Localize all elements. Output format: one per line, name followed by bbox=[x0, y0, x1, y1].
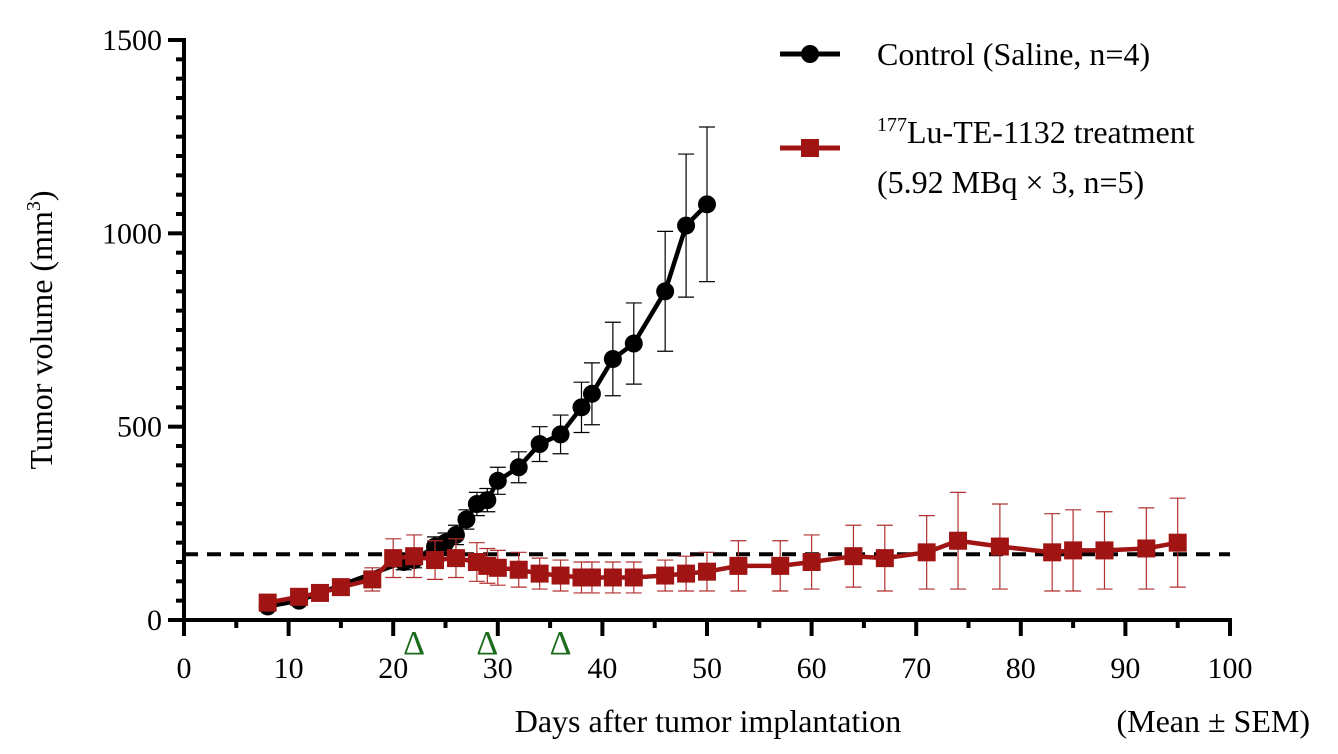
y-tick-label: 0 bbox=[147, 604, 162, 637]
y-tick-label: 1000 bbox=[102, 217, 162, 250]
series-line bbox=[267, 202, 709, 609]
data-point bbox=[530, 564, 549, 583]
legend-label-treatment-line1: 177Lu-TE-1132 treatment bbox=[877, 114, 1195, 150]
data-point bbox=[698, 562, 716, 581]
legend-swatch-marker-control bbox=[801, 45, 819, 63]
data-point bbox=[990, 537, 1009, 556]
data-point bbox=[656, 282, 675, 301]
data-point bbox=[530, 435, 549, 454]
data-point bbox=[844, 547, 863, 566]
x-tick-label: 90 bbox=[1110, 652, 1140, 685]
data-point bbox=[1043, 543, 1062, 562]
legend-swatch-marker-treatment bbox=[801, 139, 819, 157]
legend-label-control: Control (Saline, n=4) bbox=[877, 36, 1150, 72]
data-point bbox=[457, 510, 476, 529]
data-point bbox=[310, 583, 329, 602]
data-point bbox=[1064, 541, 1083, 560]
data-point bbox=[582, 568, 601, 587]
dosing-marker: Δ bbox=[476, 625, 498, 662]
legend: Control (Saline, n=4) 177Lu-TE-1132 trea… bbox=[780, 36, 1195, 200]
data-point bbox=[384, 549, 403, 568]
data-point bbox=[729, 556, 748, 575]
data-point bbox=[677, 564, 696, 583]
x-tick-label: 40 bbox=[587, 652, 617, 685]
data-point bbox=[509, 560, 528, 579]
dosing-marker: Δ bbox=[403, 625, 425, 662]
x-tick-label: 70 bbox=[901, 652, 931, 685]
x-tick-label: 10 bbox=[274, 652, 304, 685]
dosing-marker: Δ bbox=[550, 625, 572, 662]
legend-label-treatment-main: Lu-TE-1132 treatment bbox=[907, 114, 1195, 150]
data-point bbox=[572, 398, 591, 417]
legend-label-treatment-line2: (5.92 MBq × 3, n=5) bbox=[877, 164, 1144, 200]
series-treatment bbox=[258, 491, 1187, 612]
footnote-mean-sem: (Mean ± SEM) bbox=[1116, 703, 1310, 739]
x-tick-label: 20 bbox=[378, 652, 408, 685]
y-axis-title-main: Tumor volume (mm bbox=[23, 211, 59, 470]
x-tick-label: 100 bbox=[1208, 652, 1253, 685]
data-point bbox=[582, 384, 601, 403]
data-point bbox=[405, 547, 424, 566]
data-point bbox=[624, 334, 643, 353]
x-tick-label: 80 bbox=[1006, 652, 1036, 685]
data-point bbox=[478, 491, 497, 510]
data-point bbox=[1095, 541, 1114, 560]
x-tick-label: 50 bbox=[692, 652, 722, 685]
data-point bbox=[603, 350, 622, 368]
x-axis-title: Days after tumor implantation bbox=[515, 703, 902, 739]
data-point bbox=[917, 543, 936, 562]
y-axis-title-close: ) bbox=[23, 190, 59, 201]
y-axis-title-sup: 3 bbox=[23, 201, 45, 211]
data-point bbox=[677, 216, 696, 235]
data-point bbox=[875, 549, 894, 568]
y-axis-title: Tumor volume (mm3) bbox=[23, 190, 59, 469]
data-point bbox=[331, 578, 350, 597]
data-point bbox=[258, 593, 277, 612]
data-point bbox=[771, 556, 790, 575]
data-point bbox=[656, 566, 675, 585]
data-point bbox=[551, 566, 570, 585]
data-point bbox=[488, 558, 507, 577]
data-point bbox=[488, 471, 507, 490]
data-point bbox=[1168, 533, 1187, 552]
data-point bbox=[446, 525, 465, 544]
data-point bbox=[624, 568, 643, 587]
plot-area: 0 500 1000 1500 0 10 20 30 40 50 60 70 80 90 100 Δ Δ Δ bbox=[102, 24, 1253, 685]
data-point bbox=[802, 553, 821, 571]
x-tick-label: 30 bbox=[483, 652, 513, 685]
data-point bbox=[509, 458, 528, 477]
data-point bbox=[446, 549, 465, 568]
data-point bbox=[290, 587, 309, 606]
data-point bbox=[603, 568, 622, 587]
y-tick-label: 500 bbox=[117, 411, 162, 444]
data-point bbox=[698, 195, 716, 214]
series-line bbox=[267, 538, 1179, 605]
x-tick-label: 0 bbox=[177, 652, 192, 685]
data-point bbox=[949, 531, 968, 550]
data-point bbox=[1137, 539, 1156, 558]
x-tick-label: 60 bbox=[797, 652, 827, 685]
y-tick-label: 1500 bbox=[102, 24, 162, 57]
data-point bbox=[363, 570, 382, 589]
legend-label-treatment-sup: 177 bbox=[877, 114, 907, 136]
series-control bbox=[258, 126, 716, 616]
data-point bbox=[551, 425, 570, 444]
data-point bbox=[426, 551, 445, 570]
